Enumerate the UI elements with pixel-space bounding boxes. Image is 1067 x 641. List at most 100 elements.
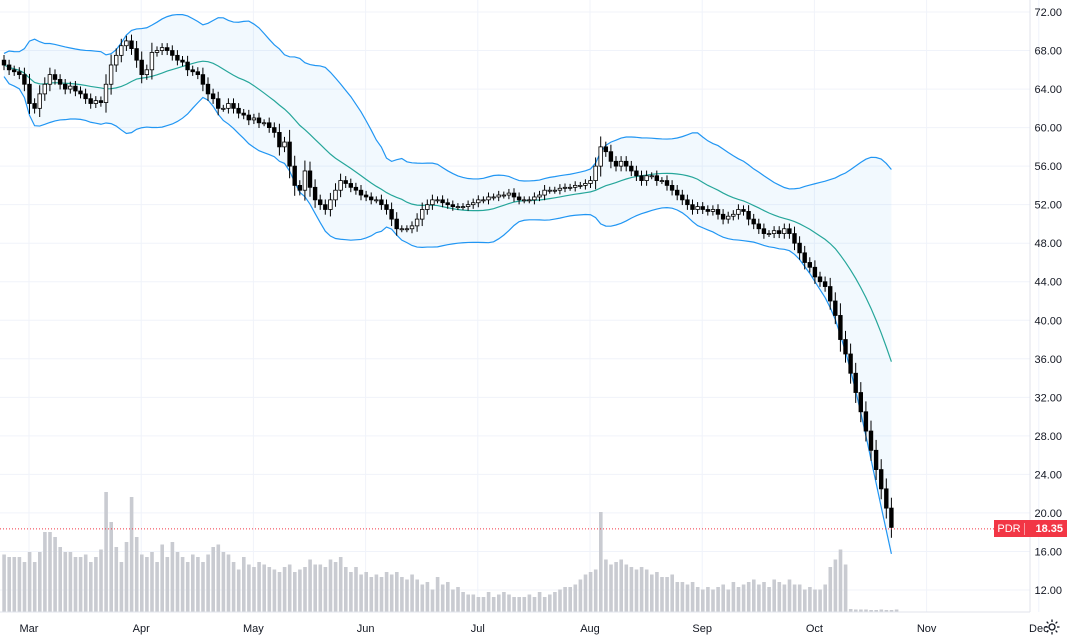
candle-body — [812, 266, 818, 278]
volume-bar — [522, 597, 527, 612]
candle — [766, 230, 772, 238]
volume-bar — [451, 589, 455, 612]
volume-bar — [43, 532, 47, 612]
candle-body — [858, 392, 863, 413]
candle — [302, 160, 308, 201]
candle — [317, 194, 323, 210]
time-tick-label: Jun — [357, 623, 375, 635]
volume-bar — [777, 582, 782, 612]
candle — [73, 80, 78, 97]
candle — [629, 160, 634, 177]
candle — [185, 55, 190, 77]
candle — [501, 191, 506, 199]
candle-body — [797, 242, 802, 254]
settings-gear-icon[interactable] — [1043, 618, 1061, 636]
candle — [389, 202, 394, 227]
candle-body — [481, 199, 486, 202]
candle-body — [445, 202, 450, 206]
candle — [751, 213, 756, 230]
price-tick-label: 24.00 — [1034, 469, 1062, 481]
candle — [149, 42, 155, 80]
volume-bar — [746, 582, 751, 612]
volume-bar — [706, 587, 710, 612]
volume-bar — [884, 610, 889, 612]
volume-bar — [242, 557, 246, 612]
candle-body — [455, 206, 461, 208]
candle — [828, 277, 833, 310]
price-tick-label: 36.00 — [1034, 354, 1062, 366]
volume-bar — [532, 597, 537, 612]
candle — [210, 88, 216, 104]
candle — [88, 93, 93, 109]
volume-bar — [124, 542, 129, 612]
candle-body — [27, 83, 32, 104]
volume-bar — [894, 609, 899, 612]
volume-bar — [558, 589, 562, 612]
volume-bar — [456, 587, 460, 612]
candle — [542, 185, 547, 201]
candle-body — [134, 48, 139, 61]
candle — [731, 210, 736, 221]
candle — [848, 343, 853, 384]
time-axis[interactable]: Mar Apr May Jun Jul Aug Sep Oct Nov Dec — [20, 623, 1050, 635]
candle-body — [312, 186, 318, 201]
price-axis[interactable]: 72.00 68.00 64.00 60.00 56.00 52.00 48.00 44.00… — [1034, 7, 1062, 597]
volume-bar — [772, 579, 776, 612]
candle — [124, 35, 129, 51]
volume-bar — [634, 569, 639, 612]
volume-bar — [838, 549, 843, 612]
candle — [537, 190, 542, 202]
candle — [328, 192, 333, 217]
volume-bar — [165, 557, 170, 612]
volume-bar — [104, 492, 108, 612]
candle — [256, 112, 262, 128]
volume-bar — [491, 597, 496, 612]
volume-bar — [38, 552, 42, 612]
candle — [777, 226, 782, 239]
candle-body — [149, 52, 155, 71]
candle — [792, 226, 797, 251]
price-tick-label: 48.00 — [1034, 238, 1062, 250]
volume-bar — [644, 569, 649, 612]
volume-bar — [665, 577, 669, 612]
candle — [358, 185, 364, 201]
candle-body — [124, 40, 129, 47]
candle-body — [261, 122, 267, 125]
candle — [282, 136, 287, 153]
candle — [277, 123, 282, 156]
volume-bar — [364, 572, 368, 612]
time-tick-label: May — [243, 623, 264, 635]
volume-bar — [211, 547, 215, 612]
candle — [399, 225, 404, 233]
candle-body — [399, 228, 404, 231]
candle-body — [52, 74, 58, 80]
volume-bar — [859, 609, 863, 612]
volume-bar — [323, 567, 328, 612]
volume-bar — [435, 577, 440, 612]
volume-bar — [655, 572, 659, 612]
upper-band — [3, 13, 892, 190]
volume-bar — [369, 577, 374, 612]
price-tick-label: 52.00 — [1034, 200, 1062, 212]
candle-body — [557, 187, 563, 191]
candle — [312, 179, 318, 208]
candle-body — [159, 47, 165, 51]
volume-bar — [221, 552, 226, 612]
candle-body — [654, 175, 659, 181]
volume-bar — [711, 589, 715, 612]
candle — [868, 420, 874, 461]
volume-bar — [497, 594, 501, 612]
candle-body — [817, 276, 823, 283]
last-price-tag: PDR 18.35 — [994, 520, 1067, 537]
candle-body — [139, 59, 144, 76]
candle — [22, 67, 27, 92]
candle — [1, 54, 7, 71]
candle — [27, 73, 32, 114]
candle-body — [215, 98, 221, 109]
volume-bar — [609, 564, 613, 612]
price-tick-label: 68.00 — [1034, 46, 1062, 58]
volume-bar — [196, 557, 200, 612]
volume-bar — [517, 597, 521, 612]
candle — [404, 225, 410, 233]
volume-bar — [792, 584, 797, 612]
